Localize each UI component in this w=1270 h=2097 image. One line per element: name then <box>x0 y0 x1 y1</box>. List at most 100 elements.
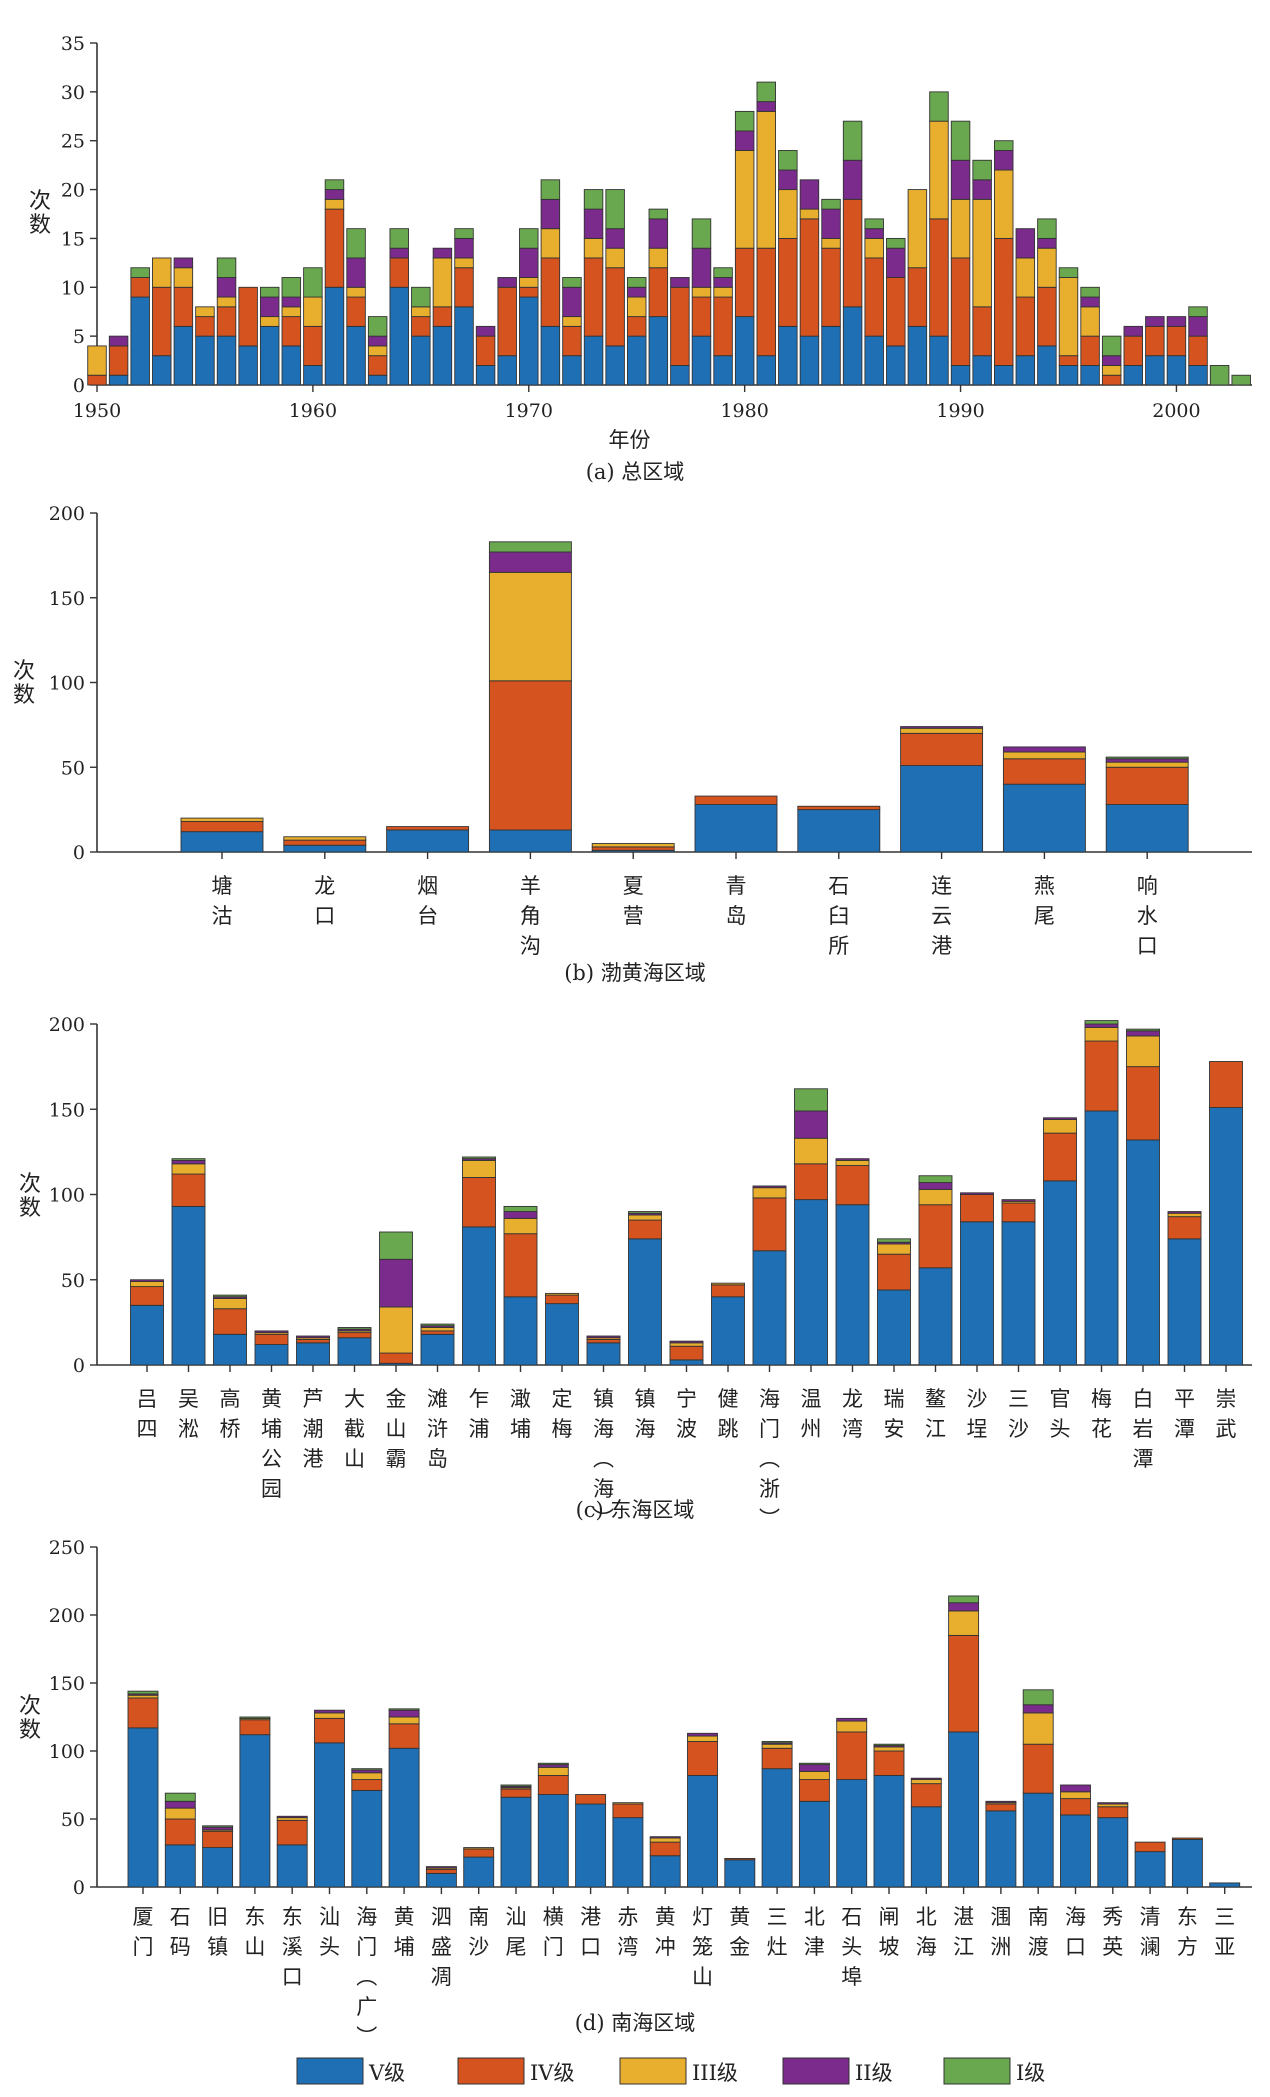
bar-segment <box>778 150 798 171</box>
bar-segment <box>605 228 625 249</box>
bar-segment <box>1060 1814 1091 1888</box>
bar-segment <box>907 189 928 269</box>
bar-segment <box>337 1332 372 1339</box>
bar-segment <box>1126 1139 1160 1366</box>
bar-segment <box>994 150 1014 171</box>
bar-segment <box>503 1205 538 1213</box>
bar-segment <box>649 1836 681 1839</box>
bar-segment <box>1097 1806 1129 1819</box>
category-label: 石码 <box>170 1905 191 1959</box>
category-label-char: 营 <box>623 904 644 928</box>
bar-segment <box>1188 335 1208 366</box>
bar-segment <box>1058 267 1079 278</box>
category-label-char: 沽 <box>212 904 233 928</box>
bar-segment <box>1167 1211 1202 1214</box>
bar-segment <box>379 1306 413 1354</box>
bar-segment <box>454 228 474 239</box>
bar-segment <box>1001 1199 1036 1202</box>
bar-segment <box>1060 1784 1091 1793</box>
bar-segment <box>562 316 582 327</box>
bar-segment <box>1209 1107 1243 1366</box>
bar-segment <box>87 345 107 376</box>
bar-segment <box>724 1857 756 1861</box>
bar-segment <box>910 1779 942 1785</box>
category-label-char: 羊 <box>520 874 541 898</box>
bar-segment <box>900 765 984 853</box>
bar-segment <box>612 1803 644 1819</box>
bar-segment <box>239 1719 271 1736</box>
bar-segment <box>628 1238 662 1366</box>
bar-segment <box>281 277 302 298</box>
bar-segment <box>164 1792 196 1802</box>
bar-segment <box>537 1762 569 1766</box>
bar-segment <box>420 1330 455 1335</box>
x-axis-label: 年份 <box>609 428 651 452</box>
category-label-char: 秀 <box>1102 1905 1123 1929</box>
bar-segment <box>389 228 409 249</box>
category-label-char: 截 <box>344 1417 365 1441</box>
bar-segment <box>314 1709 345 1714</box>
chart-title: (a) 总区域 <box>586 460 685 484</box>
bar-segment <box>1166 325 1187 357</box>
bar-segment <box>886 345 906 386</box>
category-label-char: 白 <box>1133 1387 1154 1411</box>
legend: V级 IV级 III级 II级 I级 <box>296 2057 1045 2085</box>
bar-segment <box>626 316 647 337</box>
bar-segment <box>254 1344 289 1366</box>
bar-segment <box>583 257 604 337</box>
category-label-char: 平 <box>1174 1387 1195 1411</box>
category-label-char: 浙 <box>759 1477 780 1501</box>
category-label-char: 江 <box>953 1935 974 1959</box>
bar-segment <box>910 1777 942 1781</box>
category-label: 海门 ︵ 浙 ︶ <box>759 1387 780 1531</box>
bar-segment <box>950 257 971 366</box>
bar-segment <box>238 345 258 386</box>
bar-segment <box>388 1716 420 1725</box>
bar-segment <box>752 1185 787 1189</box>
category-label-char: 三 <box>1214 1905 1235 1929</box>
bar-segment <box>1084 1040 1119 1112</box>
bar-segment <box>864 257 884 337</box>
bar-segment <box>691 296 712 337</box>
bar-segment <box>281 296 302 308</box>
bar-segment <box>1058 365 1079 386</box>
y-axis-label-char: 次 <box>19 1694 41 1719</box>
category-label: 海口 <box>1065 1905 1086 1959</box>
category-label-char: 公 <box>261 1447 282 1471</box>
bar-segment <box>213 1333 247 1366</box>
bar-segment <box>497 277 517 288</box>
category-label: 东溪口 <box>282 1905 303 1989</box>
bar-segment <box>612 1817 644 1888</box>
y-axis-label-char: 数 <box>13 683 35 708</box>
bar-segment <box>918 1188 953 1206</box>
bar-segment <box>687 1775 718 1888</box>
bar-segment <box>972 159 992 181</box>
category-label: 夏营 <box>623 874 644 928</box>
category-label-char: 夏 <box>623 874 644 898</box>
bar-segment <box>842 198 863 308</box>
bar-segment <box>130 267 150 278</box>
bar-segment <box>694 804 778 853</box>
category-label-char: 门 <box>543 1935 564 1959</box>
bar-segment <box>711 1284 745 1298</box>
bar-segment <box>238 286 258 347</box>
category-label-char: 桥 <box>220 1417 241 1441</box>
category-label: 羊角沟 <box>520 874 541 958</box>
bar-segment <box>799 335 820 386</box>
category-label-char: 澉 <box>510 1387 531 1411</box>
bar-segment <box>798 1762 830 1766</box>
category-label: 东方 <box>1177 1905 1198 1959</box>
bar-segment <box>960 1221 994 1366</box>
bar-segment <box>1209 1061 1243 1109</box>
category-label-char: ︶ <box>759 1507 780 1531</box>
bar-segment <box>1080 286 1100 298</box>
category-label-char: 盛 <box>431 1935 452 1959</box>
bar-segment <box>130 296 150 386</box>
category-label: 吕四 <box>137 1387 158 1441</box>
x-tick-label: 2000 <box>1152 400 1200 422</box>
category-label-char: 石 <box>828 874 849 898</box>
category-label-char: 门 <box>759 1417 780 1441</box>
legend-label: V级 <box>368 2061 405 2085</box>
bar-segment <box>545 1292 579 1296</box>
bar-segment <box>216 257 237 278</box>
